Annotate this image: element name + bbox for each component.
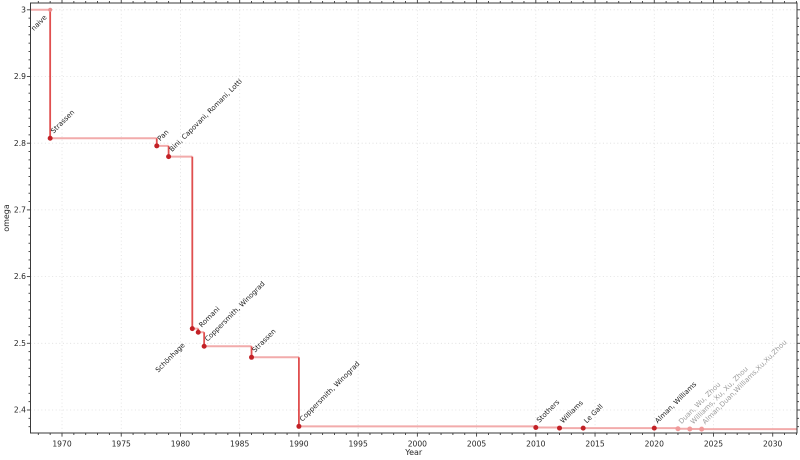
y-axis-label: omega <box>2 204 11 232</box>
ticks <box>26 0 800 437</box>
data-point-marker <box>201 343 207 349</box>
y-tick-label: 2.5 <box>14 339 26 348</box>
data-points <box>47 7 705 432</box>
data-point-marker <box>195 329 201 335</box>
grid <box>30 3 797 433</box>
data-point-marker <box>296 423 302 429</box>
data-point-marker <box>154 143 160 149</box>
x-tick-label: 1970 <box>52 440 71 449</box>
x-tick-label: 1980 <box>171 440 190 449</box>
point-annotation: Stothers <box>535 398 561 424</box>
data-point-marker <box>533 425 539 431</box>
x-tick-label: 1985 <box>230 440 249 449</box>
y-tick-label: 2.6 <box>14 272 26 281</box>
y-tick-label: 2.4 <box>14 406 26 415</box>
plot-border <box>30 2 798 434</box>
data-point-marker <box>166 154 172 160</box>
x-tick-label: 2010 <box>526 440 545 449</box>
data-point-marker <box>48 7 53 12</box>
x-tick-label: 1975 <box>112 440 131 449</box>
point-annotation: Williams, Xu, Xu, Zhou <box>689 365 750 426</box>
tick-labels: 1970 1975 1980 1985 1990 1995 2000 2005 2010 2015… <box>14 5 783 448</box>
x-tick-label: 2005 <box>467 440 486 449</box>
data-point-marker <box>189 326 195 332</box>
y-tick-label: 2.7 <box>14 205 26 214</box>
x-tick-label: 2020 <box>645 440 664 449</box>
point-annotation: Pan <box>156 128 170 142</box>
data-point-marker <box>675 426 681 432</box>
x-tick-label: 2000 <box>408 440 427 449</box>
data-point-marker <box>47 135 53 141</box>
point-annotation: Schönhage <box>154 341 187 374</box>
point-annotation: Le Gall <box>582 403 604 425</box>
x-tick-label: 1990 <box>289 440 308 449</box>
point-annotation: Williams <box>559 399 585 425</box>
data-point-marker <box>557 425 563 431</box>
point-annotation: Bini, Capovani, Romani, Lotti <box>168 77 244 153</box>
x-tick-label: 1995 <box>348 440 367 449</box>
point-annotation: Strassen <box>49 108 76 135</box>
x-tick-label: 2025 <box>704 440 723 449</box>
point-annotation: Strassen <box>251 327 278 354</box>
step-line <box>30 8 797 431</box>
data-point-marker <box>249 354 255 360</box>
x-tick-label: 2030 <box>763 440 782 449</box>
y-tick-label: 2.8 <box>14 139 26 148</box>
data-point-marker <box>699 426 705 432</box>
data-point-marker <box>687 426 693 432</box>
point-annotation: Coppersmith, Winograd <box>298 360 361 423</box>
y-tick-label: 3 <box>21 5 26 14</box>
y-tick-label: 2.9 <box>14 72 26 81</box>
data-point-marker <box>651 425 657 431</box>
x-axis-label: Year <box>404 448 423 457</box>
x-tick-label: 2015 <box>585 440 604 449</box>
data-point-marker <box>580 425 586 431</box>
point-annotation: naive <box>30 14 49 33</box>
